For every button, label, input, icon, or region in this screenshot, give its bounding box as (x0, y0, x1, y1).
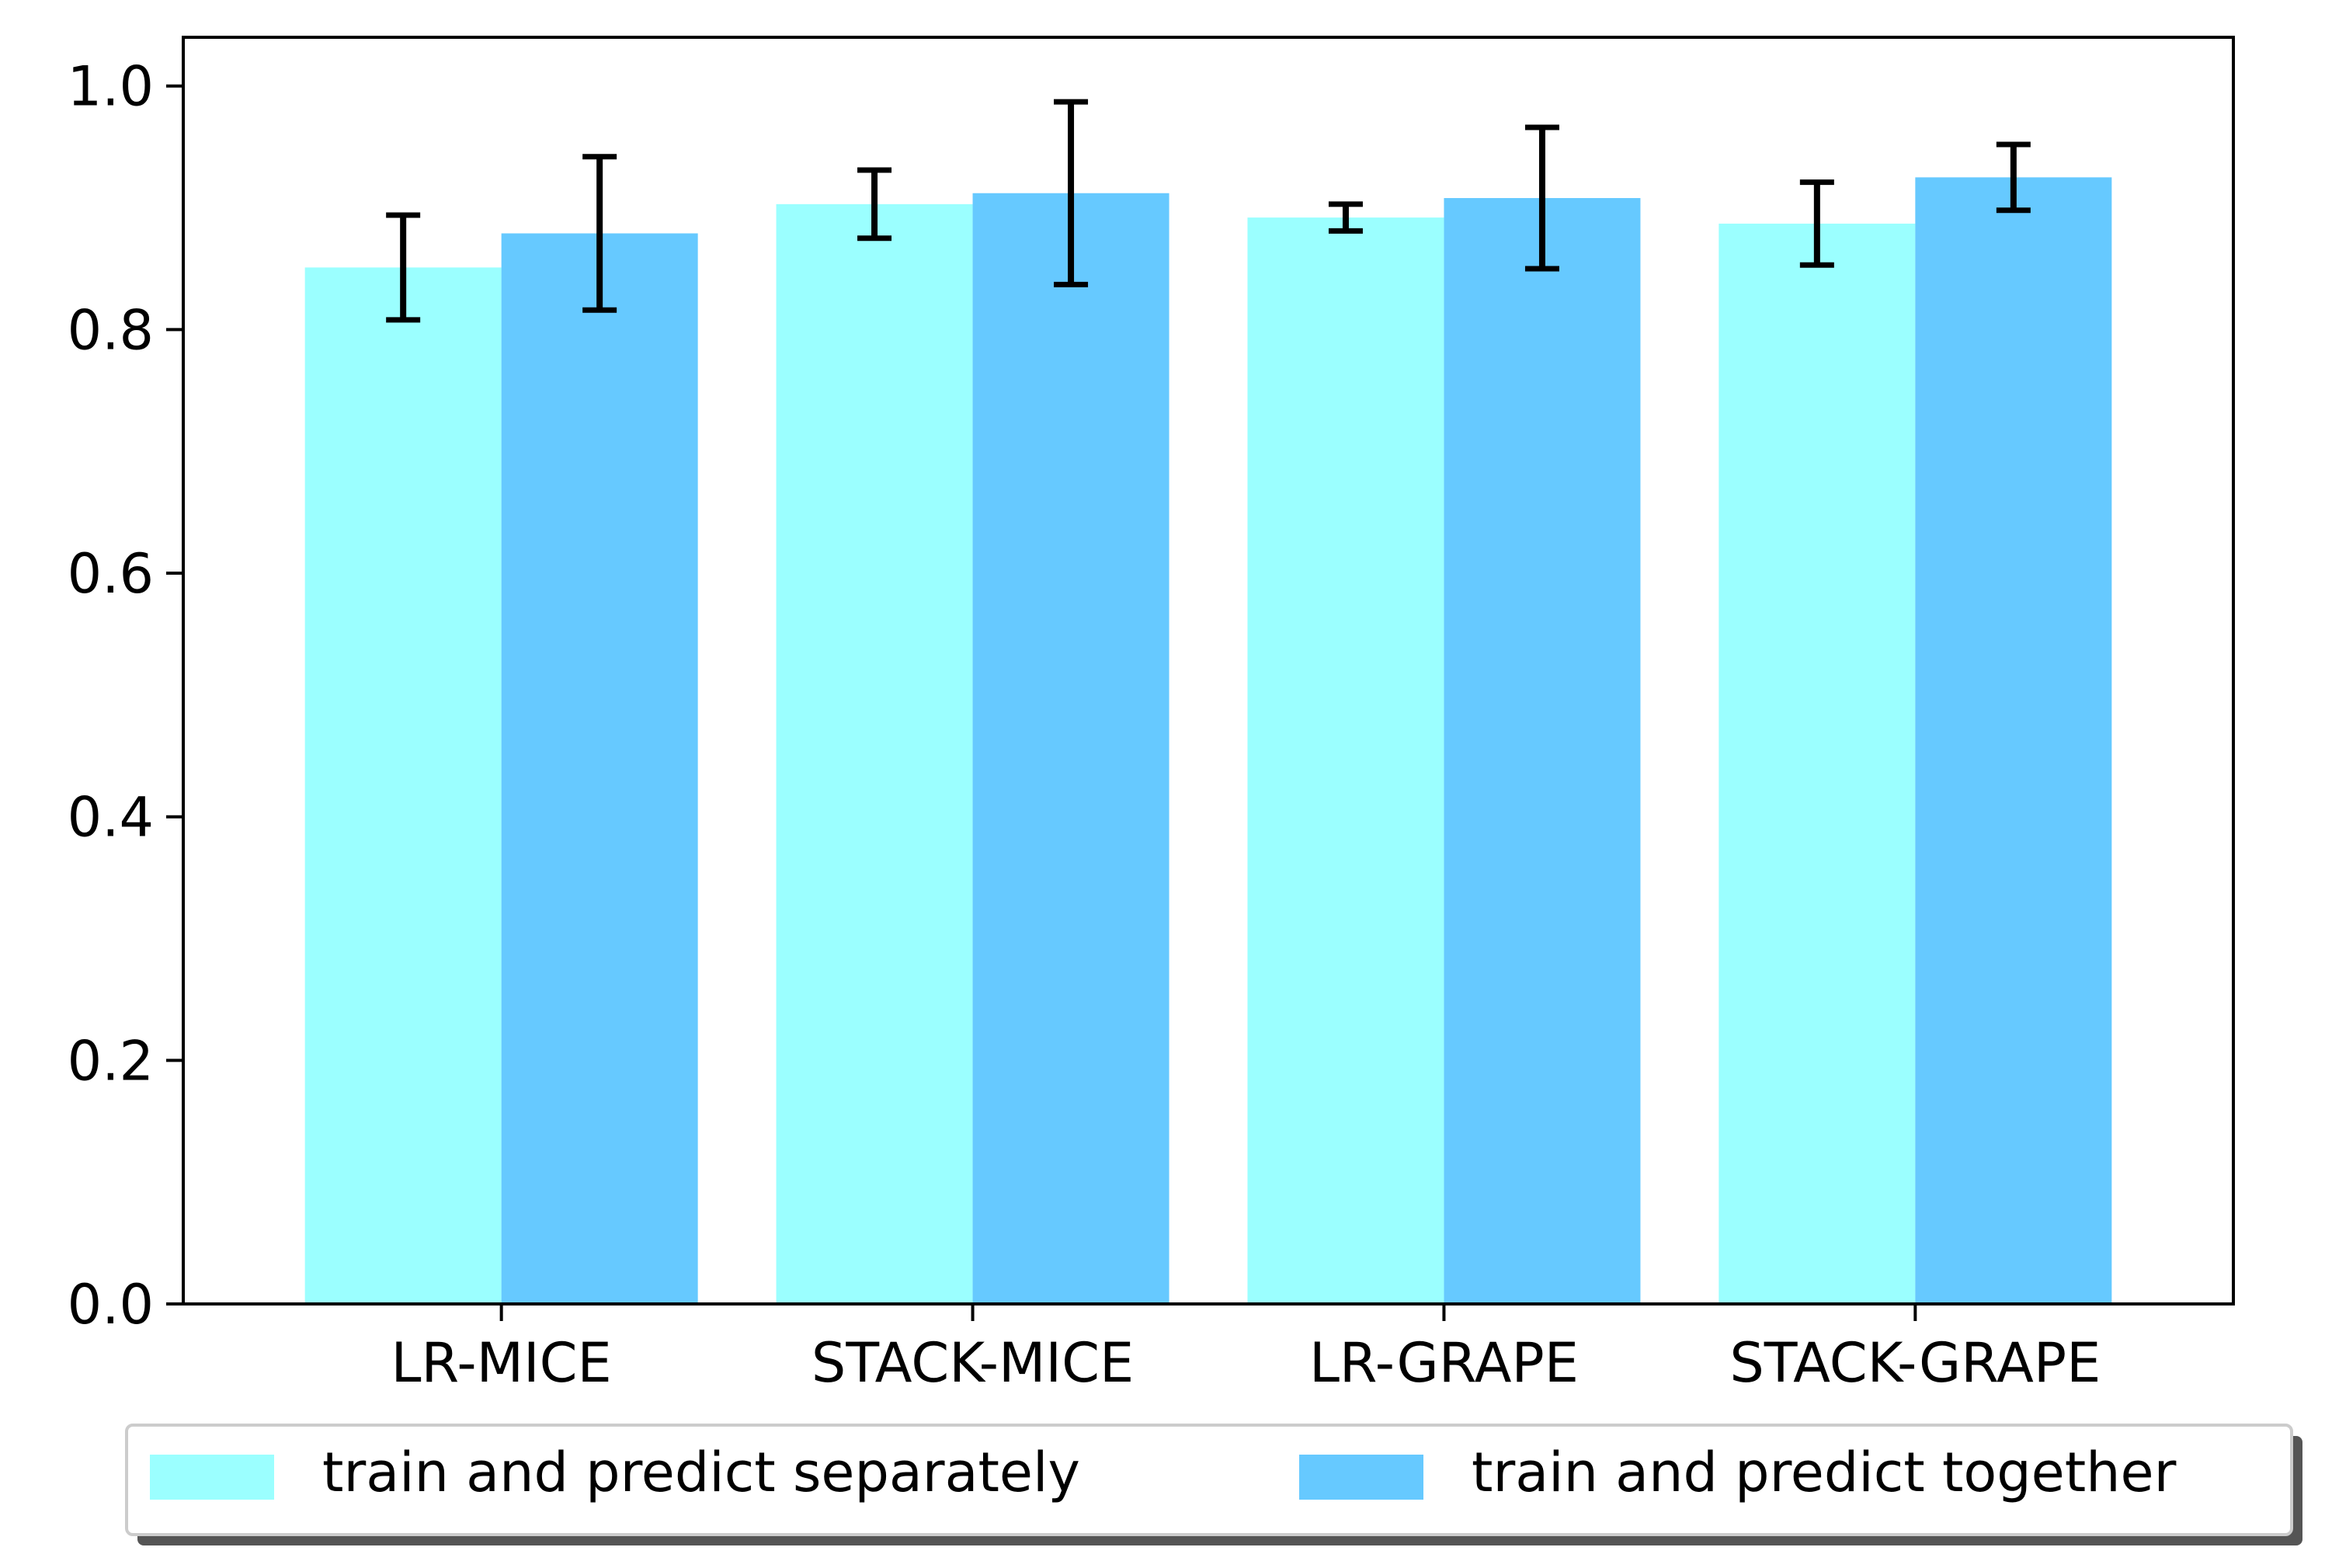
legend-box (125, 1424, 2293, 1536)
x-tick-label-stack-grape: STACK-GRAPE (1729, 1331, 2101, 1395)
y-tick-label-4: 0.8 (68, 298, 154, 362)
bars-layer (304, 177, 2112, 1305)
legend-swatch-together (1299, 1455, 1423, 1500)
bar-lr-mice-series-0 (304, 267, 502, 1305)
x-tick-label-stack-mice: STACK-MICE (811, 1331, 1134, 1395)
bar-stack-mice-series-0 (776, 203, 973, 1304)
bar-lr-grape-series-0 (1247, 217, 1444, 1304)
x-tick-label-lr-grape: LR-GRAPE (1309, 1331, 1579, 1395)
y-tick-label-3: 0.6 (68, 542, 154, 606)
plot-frame (182, 36, 2235, 1306)
bar-stack-mice-series-1 (972, 193, 1169, 1304)
y-tick-label-2: 0.4 (68, 786, 154, 850)
y-axis: 0.0 0.2 0.4 0.6 0.8 1.0 (68, 55, 183, 1337)
legend-label-separately: train and predict separately (322, 1441, 1080, 1504)
legend: train and predict separately train and p… (125, 1424, 2302, 1545)
bar-stack-grape-series-0 (1719, 223, 1916, 1304)
legend-swatch-separately (150, 1455, 274, 1500)
x-tick-label-lr-mice: LR-MICE (391, 1331, 612, 1395)
y-tick-label-1: 0.2 (68, 1029, 154, 1093)
bar-lr-mice-series-1 (501, 233, 698, 1304)
bar-lr-grape-series-1 (1444, 198, 1641, 1305)
y-tick-label-5: 1.0 (68, 55, 154, 119)
x-axis: LR-MICE STACK-MICE LR-GRAPE STACK-GRAPE (391, 1304, 2101, 1395)
bar-stack-grape-series-1 (1915, 177, 2112, 1305)
y-tick-label-0: 0.0 (68, 1273, 154, 1337)
error-bars-layer (386, 99, 2031, 323)
legend-label-together: train and predict together (1472, 1441, 2177, 1504)
